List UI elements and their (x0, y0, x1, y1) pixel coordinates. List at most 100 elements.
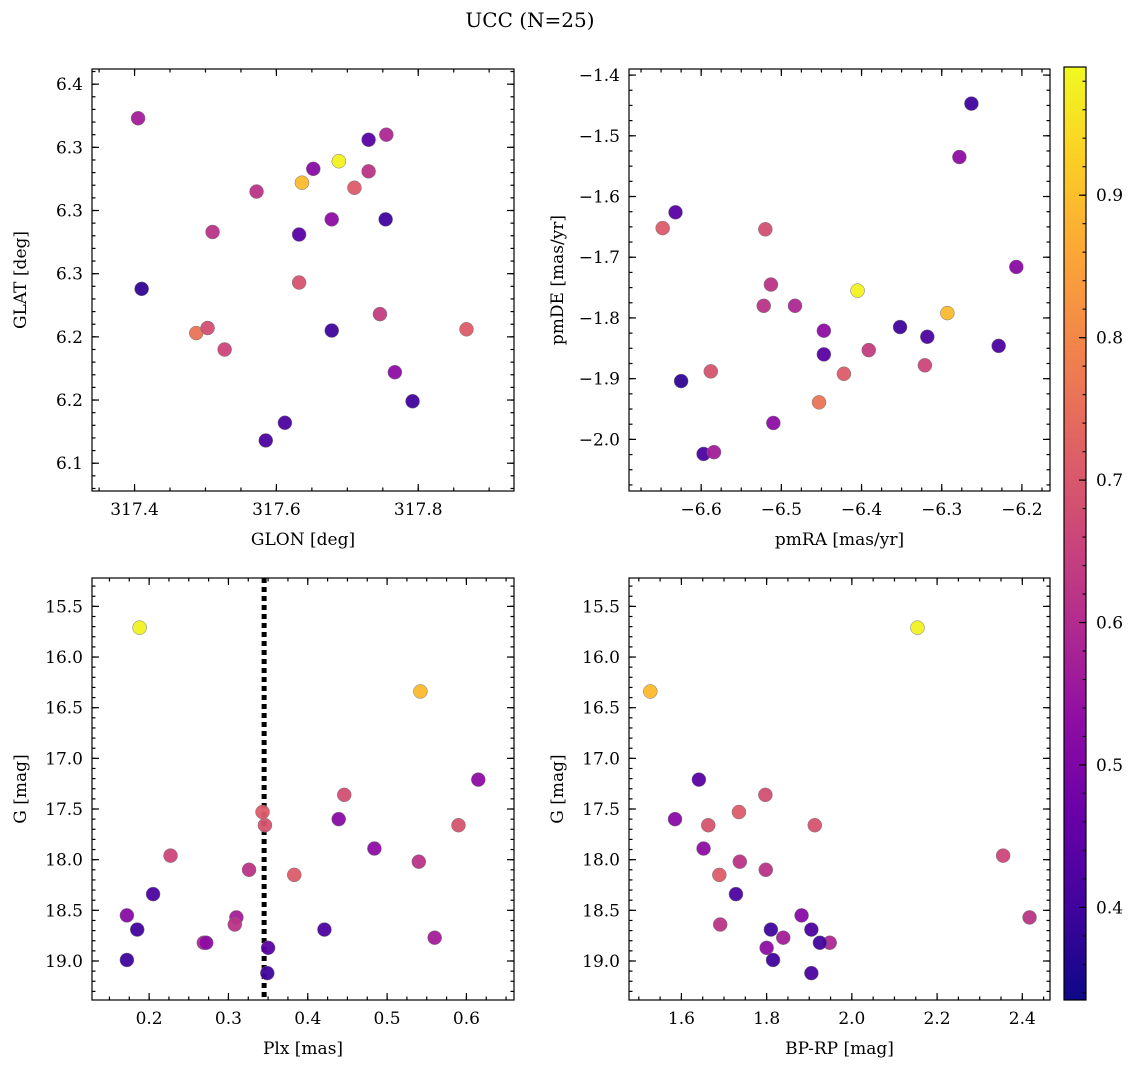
data-point (132, 620, 147, 635)
y-tick-label: 16.5 (582, 699, 620, 719)
x-tick-label: 0.3 (215, 1009, 242, 1029)
data-point (317, 922, 332, 937)
data-point (917, 358, 933, 373)
data-point (258, 433, 274, 448)
data-point (712, 917, 728, 932)
x-tick-label: 0.2 (136, 1009, 163, 1029)
data-point (816, 323, 832, 338)
y-axis-label: GLAT [deg] (11, 231, 31, 329)
y-tick-label: −1.6 (579, 188, 620, 208)
data-point (145, 886, 161, 902)
data-point (324, 323, 339, 338)
data-point (776, 930, 791, 945)
data-point (766, 415, 781, 431)
data-point (306, 161, 321, 177)
x-axis-label: Plx [mas] (263, 1039, 343, 1059)
y-axis-label: G [mag] (548, 754, 568, 823)
data-point (995, 848, 1011, 863)
data-point (758, 222, 773, 237)
ticks (629, 69, 1050, 491)
axes-frame (91, 68, 515, 492)
data-point (291, 275, 307, 290)
colorbar-tick-label: 0.4 (1096, 898, 1123, 918)
data-point (361, 132, 376, 148)
x-tick-label: −6.4 (841, 500, 882, 520)
x-tick-label: 317.6 (252, 500, 301, 520)
data-point (732, 854, 748, 869)
scatter-points (655, 96, 1024, 462)
data-point (411, 854, 427, 869)
y-tick-label: 6.1 (56, 454, 83, 474)
y-tick-label: 18.5 (582, 901, 620, 921)
y-tick-label: 18.0 (582, 851, 620, 871)
data-point (673, 373, 689, 389)
data-point (807, 817, 823, 833)
y-axis-label: pmDE [mas/yr] (548, 215, 568, 345)
data-point (387, 364, 403, 380)
colorbar-scale (1063, 66, 1087, 1001)
data-point (260, 940, 276, 956)
y-tick-label: 6.3 (56, 202, 83, 222)
data-point (804, 922, 819, 937)
colorbar-tick-label: 0.5 (1096, 756, 1123, 776)
colorbar-tick-label: 0.6 (1096, 614, 1123, 634)
data-point (471, 772, 486, 787)
x-tick-label: 317.4 (110, 500, 159, 520)
colorbar-tick-label: 0.7 (1096, 471, 1123, 491)
axes-frame (628, 68, 1051, 492)
data-point (940, 305, 955, 321)
y-tick-label: 6.4 (56, 75, 83, 95)
data-point (804, 965, 819, 981)
data-point (459, 322, 474, 337)
data-point (129, 922, 145, 937)
data-point (291, 227, 307, 242)
colorbar: 0.4 0.5 0.6 0.7 0.8 0.9 (1063, 66, 1123, 1001)
x-tick-label: 2.4 (1009, 1009, 1036, 1029)
data-point (759, 940, 774, 956)
y-tick-label: −1.8 (579, 309, 620, 329)
y-axis-label: G [mag] (11, 754, 31, 823)
data-point (331, 153, 347, 169)
figure-title: UCC (N=25) (465, 8, 594, 32)
y-tick-label: 19.0 (45, 952, 83, 972)
colorbar-tick-label: 0.9 (1096, 186, 1123, 206)
panel-1: 317.4 317.6 317.8 6.1 6.2 6.2 6.3 6.3 6.3 6.4 GLON… (11, 68, 515, 550)
y-tick-label: 17.5 (582, 800, 620, 820)
data-point (758, 862, 774, 878)
data-point (241, 862, 257, 878)
y-tick-label: 15.5 (45, 597, 83, 617)
data-point (336, 787, 352, 803)
x-tick-label: 317.8 (394, 500, 443, 520)
data-point (728, 886, 744, 902)
x-tick-label: −6.2 (1001, 500, 1042, 520)
y-tick-label: 16.0 (582, 648, 620, 668)
data-point (1009, 259, 1024, 275)
y-tick-label: 16.5 (45, 699, 83, 719)
x-axis-label: GLON [deg] (251, 530, 355, 550)
data-point (294, 175, 310, 190)
data-point (861, 342, 877, 358)
data-point (763, 922, 779, 937)
data-point (361, 164, 376, 179)
data-point (372, 306, 388, 322)
x-axis-label: BP-RP [mag] (785, 1039, 894, 1059)
data-point (287, 867, 302, 883)
data-point (1022, 910, 1037, 925)
data-point (812, 935, 828, 951)
y-tick-label: 6.2 (56, 328, 83, 348)
data-point (255, 804, 270, 820)
data-point (731, 804, 747, 820)
data-point (347, 180, 362, 196)
data-point (701, 817, 716, 833)
y-tick-label: −1.9 (579, 370, 620, 390)
y-tick-label: 6.3 (56, 265, 83, 285)
data-point (205, 224, 220, 240)
data-point (703, 364, 719, 379)
y-tick-label: −2.0 (579, 430, 620, 450)
panel-3: 0.2 0.3 0.4 0.5 0.6 15.5 16.0 16.5 17.0 17.5 18.0 1… (11, 577, 515, 1059)
data-point (367, 841, 382, 856)
data-point (836, 366, 852, 382)
y-tick-label: 6.2 (56, 391, 83, 411)
data-point (758, 787, 773, 803)
